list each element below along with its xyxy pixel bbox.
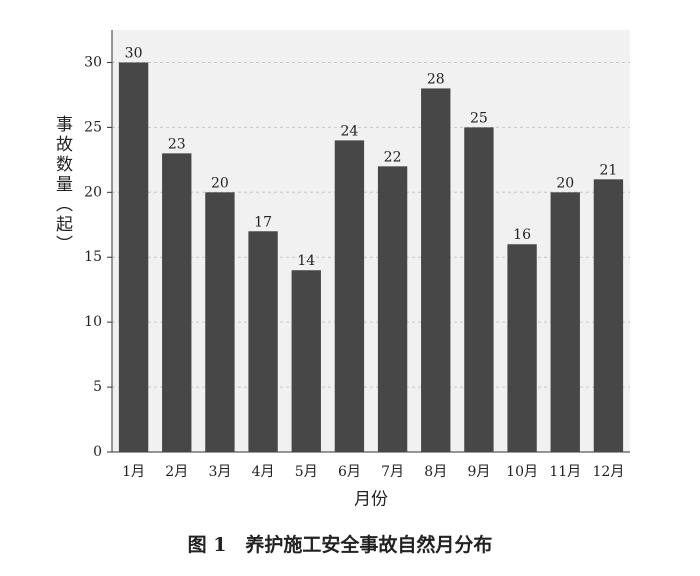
x-tick-label: 6月 xyxy=(338,464,361,480)
x-tick-label: 2月 xyxy=(165,464,188,480)
y-axis-label: 事故数量（起） xyxy=(52,115,73,255)
x-tick-label: 10月 xyxy=(506,464,538,480)
y-tick-label: 5 xyxy=(93,379,102,395)
x-tick-label: 12月 xyxy=(593,464,625,480)
value-label: 30 xyxy=(125,45,143,61)
value-label: 28 xyxy=(427,71,445,87)
bar xyxy=(248,231,278,452)
caption: 图 1 养护施工安全事故自然月分布 xyxy=(188,533,493,556)
value-label: 23 xyxy=(168,136,186,152)
x-tick-label: 1月 xyxy=(122,464,145,480)
y-tick-label: 15 xyxy=(84,249,102,265)
value-label: 24 xyxy=(341,123,359,139)
value-label: 17 xyxy=(254,214,272,230)
x-tick-label: 11月 xyxy=(549,464,581,480)
x-tick-label: 7月 xyxy=(381,464,404,480)
x-tick-label: 5月 xyxy=(295,464,318,480)
value-label: 16 xyxy=(513,227,531,243)
y-tick-label: 10 xyxy=(84,314,102,330)
bar xyxy=(162,153,192,452)
x-tick-label: 4月 xyxy=(252,464,275,480)
value-label: 21 xyxy=(600,162,618,178)
value-label: 22 xyxy=(384,149,402,165)
x-tick-label: 3月 xyxy=(208,464,231,480)
bar xyxy=(205,192,235,453)
bar xyxy=(421,88,451,452)
bar xyxy=(507,244,537,452)
x-axis-label: 月份 xyxy=(354,490,388,510)
y-tick-label: 30 xyxy=(84,54,102,70)
value-label: 25 xyxy=(470,110,488,126)
y-tick-label: 0 xyxy=(93,444,102,460)
x-tick-label: 9月 xyxy=(467,464,490,480)
bar xyxy=(593,179,624,453)
bar xyxy=(118,62,149,452)
value-label: 20 xyxy=(556,175,574,191)
plot-background xyxy=(112,30,630,452)
x-tick-label: 8月 xyxy=(424,464,447,480)
bar xyxy=(550,192,580,453)
bar xyxy=(291,270,321,452)
bar xyxy=(377,166,408,453)
bar xyxy=(334,140,365,452)
value-label: 14 xyxy=(297,253,315,269)
bar xyxy=(464,127,494,452)
y-tick-label: 20 xyxy=(84,184,102,200)
value-label: 20 xyxy=(211,175,229,191)
y-tick-label: 25 xyxy=(84,119,102,135)
